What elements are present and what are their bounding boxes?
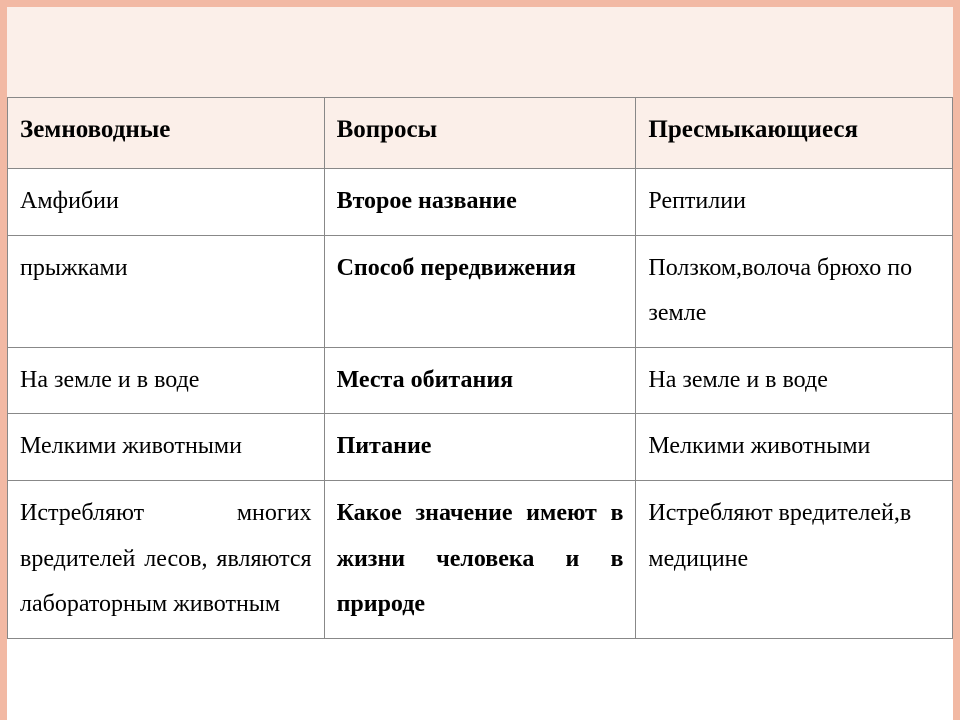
col-header-left: Земноводные [8, 98, 325, 169]
cell-left: На земле и в воде [8, 347, 325, 414]
col-header-mid: Вопросы [324, 98, 636, 169]
table-container: Земноводные Вопросы Пресмыкающиеся Амфиб… [7, 97, 953, 720]
top-spacer [7, 7, 953, 97]
cell-question: Места обитания [324, 347, 636, 414]
comparison-table: Земноводные Вопросы Пресмыкающиеся Амфиб… [7, 97, 953, 639]
cell-right: Истребляют вредителей,в медицине [636, 480, 953, 638]
table-row: На земле и в воде Места обитания На земл… [8, 347, 953, 414]
table-row: Амфибии Второе название Рептилии [8, 169, 953, 236]
cell-right: Мелкими животными [636, 414, 953, 481]
cell-question: Какое значение имеют в жизни человека и … [324, 480, 636, 638]
cell-right: Рептилии [636, 169, 953, 236]
cell-question: Второе название [324, 169, 636, 236]
cell-right: На земле и в воде [636, 347, 953, 414]
cell-left: Мелкими животными [8, 414, 325, 481]
cell-left: прыжками [8, 235, 325, 347]
table-row: прыжками Способ передвижения Ползком,вол… [8, 235, 953, 347]
table-row: Мелкими животными Питание Мелкими животн… [8, 414, 953, 481]
table-row: Истребляют многих вредителей лесов, явля… [8, 480, 953, 638]
cell-left: Истребляют многих вредителей лесов, явля… [8, 480, 325, 638]
slide-frame: Земноводные Вопросы Пресмыкающиеся Амфиб… [0, 0, 960, 720]
cell-left: Амфибии [8, 169, 325, 236]
table-header-row: Земноводные Вопросы Пресмыкающиеся [8, 98, 953, 169]
col-header-right: Пресмыкающиеся [636, 98, 953, 169]
cell-question: Способ передвижения [324, 235, 636, 347]
cell-question: Питание [324, 414, 636, 481]
cell-right: Ползком,волоча брюхо по земле [636, 235, 953, 347]
